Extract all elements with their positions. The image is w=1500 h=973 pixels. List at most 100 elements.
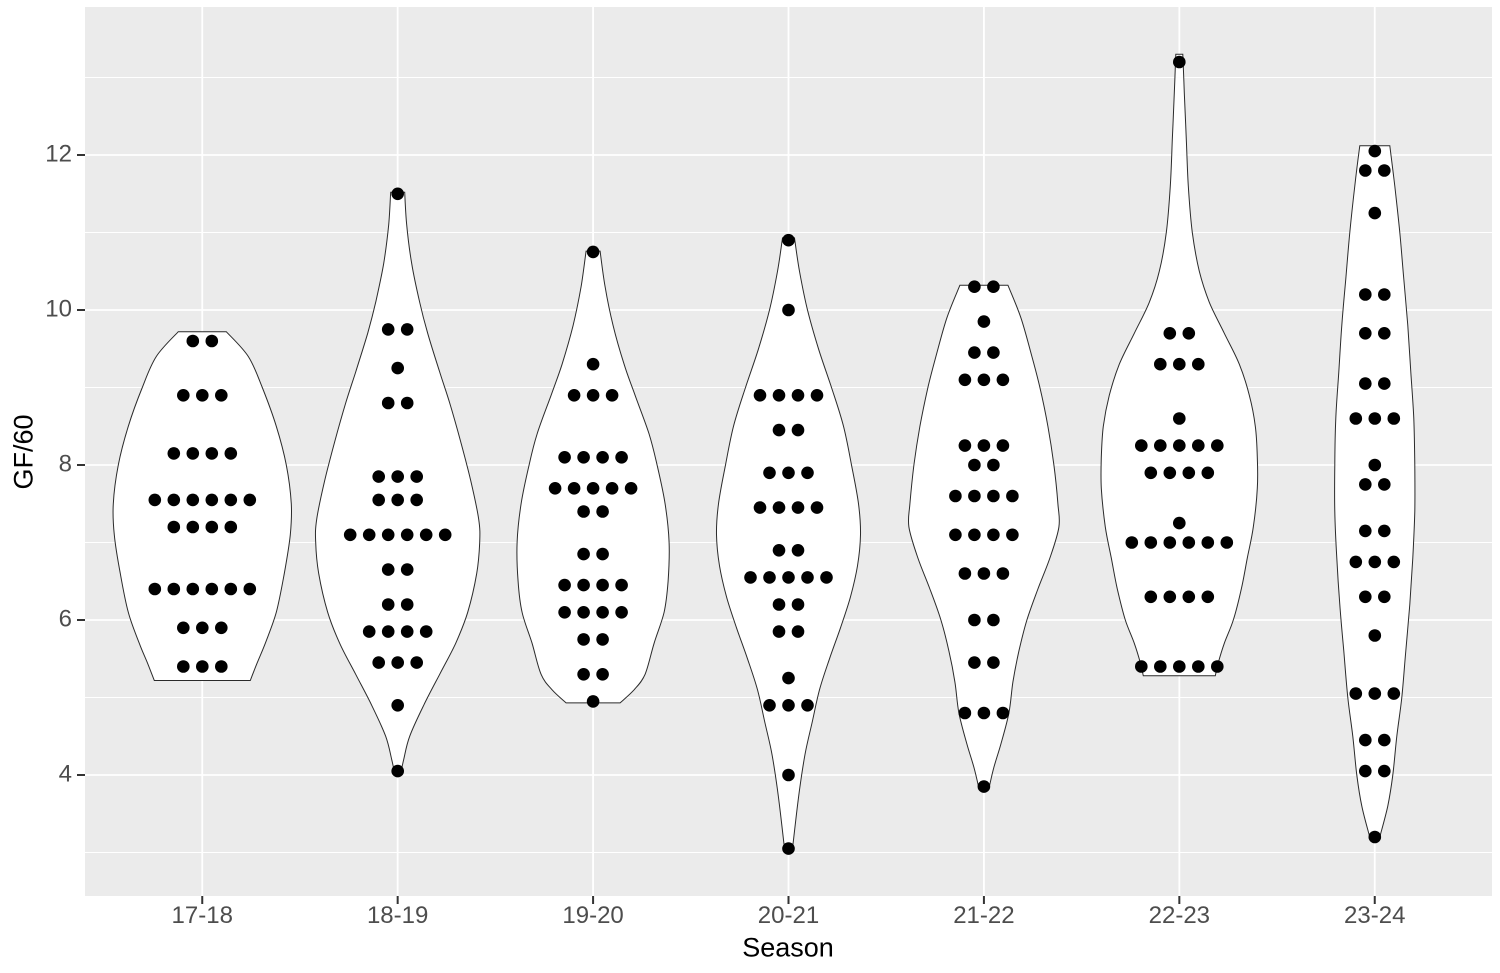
data-point xyxy=(1163,536,1177,549)
data-point xyxy=(1359,164,1372,177)
data-point xyxy=(243,493,257,507)
data-point xyxy=(400,598,414,611)
data-point xyxy=(996,567,1010,580)
data-point xyxy=(772,423,786,437)
data-point xyxy=(177,660,190,673)
data-point xyxy=(196,389,209,402)
data-point xyxy=(167,493,181,507)
data-point xyxy=(977,706,991,720)
data-point xyxy=(1006,528,1019,542)
data-point xyxy=(391,656,405,669)
data-point xyxy=(949,528,962,542)
data-point xyxy=(419,528,433,542)
data-point xyxy=(744,571,757,584)
dot-stack-20-21 xyxy=(744,233,833,855)
data-point xyxy=(782,571,795,584)
violin-18-19 xyxy=(314,187,481,778)
data-point xyxy=(987,613,1000,627)
data-point xyxy=(1173,412,1186,425)
data-point xyxy=(615,606,628,619)
y-tick-label-10: 10 xyxy=(45,295,72,323)
data-point xyxy=(381,323,395,336)
data-point xyxy=(391,361,405,375)
data-point xyxy=(958,706,972,720)
data-point xyxy=(1220,536,1234,549)
data-point xyxy=(586,389,600,402)
data-point xyxy=(224,520,238,534)
data-point xyxy=(987,489,1000,503)
data-point xyxy=(791,423,805,437)
data-point xyxy=(949,489,962,503)
data-point xyxy=(391,699,405,712)
data-point xyxy=(791,625,805,638)
data-point xyxy=(1211,439,1224,452)
data-point xyxy=(782,466,795,480)
data-point xyxy=(1192,357,1205,371)
data-point xyxy=(400,625,414,638)
data-point xyxy=(558,606,571,619)
data-point xyxy=(763,699,776,712)
data-point xyxy=(1359,288,1372,301)
data-point xyxy=(1173,357,1186,371)
data-point xyxy=(586,245,600,259)
data-point xyxy=(215,660,228,673)
data-point xyxy=(1163,590,1177,604)
data-point xyxy=(1387,687,1401,700)
data-point xyxy=(1368,687,1382,700)
data-point xyxy=(391,493,405,507)
data-point xyxy=(215,389,228,402)
data-point xyxy=(1154,357,1167,371)
data-point xyxy=(410,470,424,483)
x-tick-label-21-22: 21-22 xyxy=(953,902,1015,929)
data-point xyxy=(958,567,972,580)
data-point xyxy=(558,451,571,464)
data-point xyxy=(567,389,581,402)
data-point xyxy=(410,656,424,669)
data-point xyxy=(605,389,619,402)
data-point xyxy=(977,780,991,793)
data-point xyxy=(1173,55,1186,69)
data-point xyxy=(791,598,805,611)
dot-stack-21-22 xyxy=(949,280,1019,793)
data-point xyxy=(753,389,767,402)
data-point xyxy=(968,489,981,503)
data-point xyxy=(1359,377,1372,390)
data-point xyxy=(977,439,991,452)
data-point xyxy=(243,582,257,596)
data-point xyxy=(801,466,814,480)
data-point xyxy=(1368,206,1382,220)
data-point xyxy=(596,606,609,619)
data-point xyxy=(400,396,414,410)
data-point xyxy=(548,482,562,495)
data-point xyxy=(772,598,786,611)
data-point xyxy=(381,528,395,542)
data-point xyxy=(596,547,609,561)
data-point xyxy=(987,656,1000,669)
data-point xyxy=(1378,164,1391,177)
data-point xyxy=(772,501,786,514)
data-point xyxy=(968,613,981,627)
data-point xyxy=(410,493,424,507)
data-point xyxy=(801,571,814,584)
data-point xyxy=(1349,412,1363,425)
data-point xyxy=(1368,458,1382,472)
data-point xyxy=(1006,489,1019,503)
data-point xyxy=(186,334,200,348)
data-point xyxy=(1192,439,1205,452)
data-point xyxy=(577,633,590,646)
data-point xyxy=(1378,327,1391,340)
data-point xyxy=(148,582,162,596)
data-point xyxy=(577,606,590,619)
data-point xyxy=(1349,687,1363,700)
data-point xyxy=(167,520,181,534)
data-point xyxy=(586,357,600,371)
data-point xyxy=(148,493,162,507)
data-point xyxy=(1163,327,1177,340)
data-point xyxy=(977,373,991,387)
x-tick-label-18-19: 18-19 xyxy=(366,902,429,929)
data-point xyxy=(1368,144,1382,158)
data-point xyxy=(968,346,981,359)
data-point xyxy=(968,528,981,542)
data-point xyxy=(1359,590,1372,604)
